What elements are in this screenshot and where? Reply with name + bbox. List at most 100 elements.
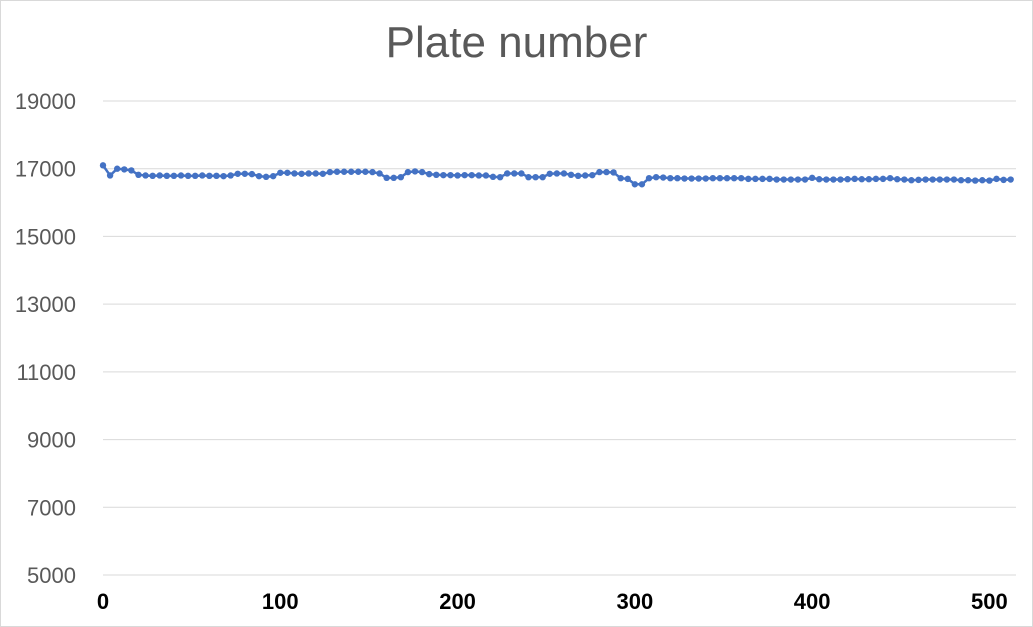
data-point — [433, 171, 440, 179]
data-point — [546, 170, 553, 177]
data-point — [319, 170, 327, 177]
data-point — [461, 171, 468, 179]
data-point — [234, 170, 241, 177]
data-point — [539, 173, 546, 181]
data-point — [489, 173, 497, 181]
data-point — [418, 168, 426, 176]
data-point — [794, 176, 802, 183]
data-point — [624, 175, 631, 183]
data-point — [496, 173, 504, 181]
data-point — [986, 177, 993, 184]
data-point — [936, 176, 943, 183]
data-point — [425, 170, 433, 178]
data-point — [908, 177, 915, 184]
data-point — [773, 176, 780, 183]
data-point — [879, 175, 887, 183]
data-point — [567, 171, 575, 179]
data-point — [964, 177, 972, 184]
data-point — [787, 176, 795, 183]
y-tick-label: 19000 — [15, 89, 76, 114]
x-tick-label: 300 — [616, 589, 653, 614]
data-point — [475, 172, 483, 179]
data-point — [851, 175, 858, 183]
data-point — [652, 173, 660, 181]
data-point — [468, 171, 475, 179]
data-point — [404, 168, 412, 176]
y-tick-label: 9000 — [27, 428, 76, 453]
data-point — [106, 172, 114, 179]
data-point — [709, 174, 717, 182]
data-point — [823, 176, 830, 183]
data-point — [206, 172, 213, 180]
data-point — [128, 167, 135, 174]
data-point — [149, 172, 156, 180]
y-tick-label: 5000 — [27, 563, 76, 588]
data-point — [553, 170, 561, 177]
data-point — [199, 172, 206, 179]
data-point — [950, 176, 958, 183]
data-point — [745, 175, 752, 183]
data-point — [447, 171, 454, 179]
y-tick-label: 15000 — [15, 224, 76, 249]
data-point — [830, 176, 837, 183]
series-layer — [99, 162, 1014, 188]
x-tick-label: 0 — [97, 589, 109, 614]
data-point — [574, 172, 582, 180]
y-tick-label: 7000 — [27, 495, 76, 520]
data-point — [241, 170, 249, 177]
data-point — [454, 172, 461, 179]
data-point — [326, 168, 334, 176]
data-point — [163, 172, 171, 180]
y-tick-label: 11000 — [16, 360, 76, 385]
chart-title: Plate number — [385, 18, 648, 67]
data-point — [397, 173, 405, 181]
data-point — [362, 168, 369, 175]
data-point — [142, 172, 149, 179]
data-point — [177, 172, 185, 179]
x-tick-label: 400 — [794, 589, 831, 614]
data-point — [560, 170, 568, 177]
data-point — [525, 173, 532, 181]
data-point — [99, 162, 107, 169]
data-point — [865, 176, 873, 183]
data-point — [596, 168, 603, 176]
data-point — [816, 176, 823, 183]
data-point — [645, 174, 653, 182]
data-point — [255, 172, 263, 180]
data-point — [390, 174, 397, 182]
data-point — [808, 174, 816, 182]
data-point — [220, 172, 227, 180]
data-point — [844, 176, 851, 183]
data-point — [213, 172, 220, 180]
data-point — [972, 177, 979, 184]
data-point — [901, 176, 908, 183]
data-point — [312, 170, 319, 177]
data-point — [723, 174, 731, 182]
data-point — [184, 172, 192, 180]
data-point — [248, 170, 256, 178]
data-point — [631, 181, 639, 188]
data-point — [482, 172, 490, 179]
data-point — [191, 172, 199, 180]
data-point — [688, 175, 695, 182]
data-point — [759, 175, 766, 183]
data-point — [277, 169, 284, 176]
data-point — [383, 174, 390, 182]
data-point — [340, 168, 348, 175]
data-point — [922, 176, 929, 183]
data-point — [589, 171, 596, 179]
data-point — [305, 170, 312, 177]
data-point — [411, 168, 419, 175]
data-point — [929, 176, 936, 183]
data-point — [369, 168, 376, 176]
data-point — [113, 165, 121, 172]
data-point — [801, 176, 809, 183]
data-point — [269, 172, 277, 180]
x-tick-label: 500 — [971, 589, 1008, 614]
data-point — [291, 170, 298, 177]
data-point — [1000, 176, 1007, 184]
x-axis-ticks: 0 100 200 300 400 500 — [97, 589, 1008, 614]
x-tick-label: 200 — [439, 589, 476, 614]
